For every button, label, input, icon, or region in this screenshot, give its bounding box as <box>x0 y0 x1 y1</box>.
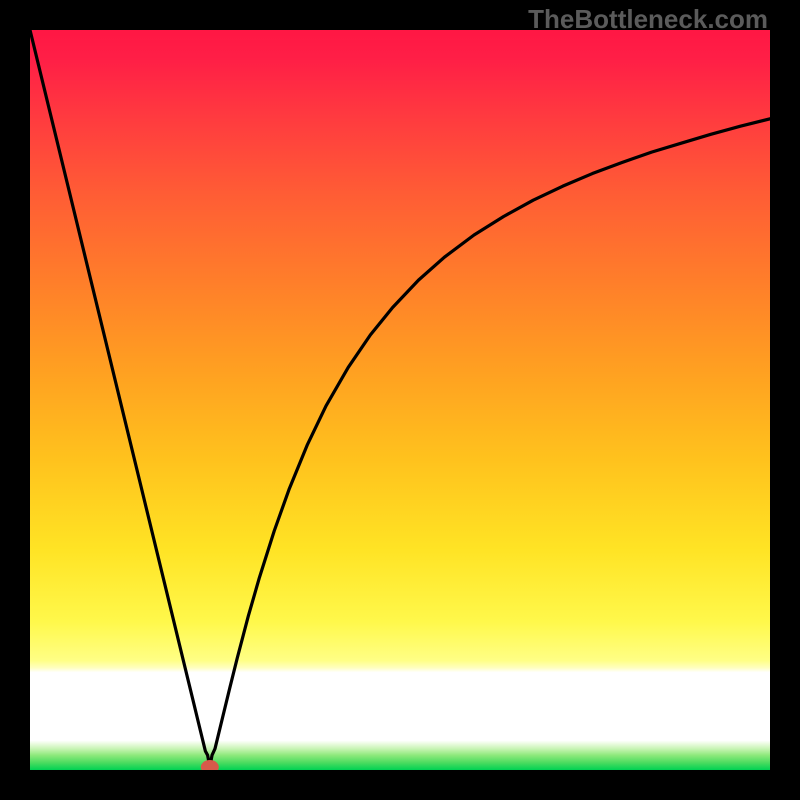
frame-border-bottom <box>0 770 800 800</box>
frame-border-left <box>0 0 30 800</box>
frame-border-right <box>770 0 800 800</box>
plot-svg <box>30 30 770 770</box>
chart-frame: TheBottleneck.com <box>0 0 800 800</box>
watermark-text: TheBottleneck.com <box>528 4 768 35</box>
plot-area <box>30 30 770 770</box>
gradient-background <box>30 30 770 770</box>
